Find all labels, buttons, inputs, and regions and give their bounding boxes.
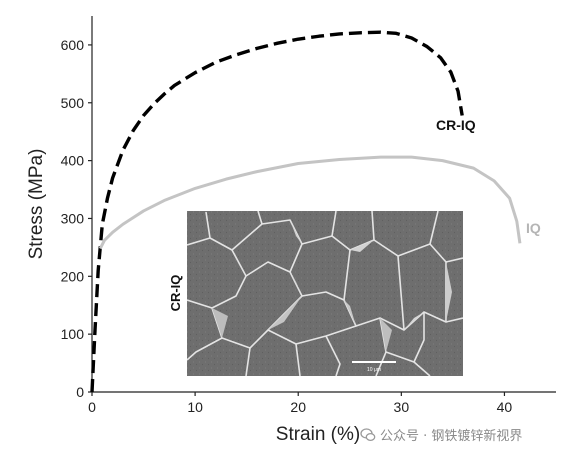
series-line-cr-iq bbox=[90, 30, 464, 393]
wechat-icon bbox=[360, 428, 376, 442]
x-tick-label: 40 bbox=[497, 399, 513, 415]
y-tick-label: 600 bbox=[61, 37, 85, 53]
x-ticks: 0 10 20 30 40 bbox=[88, 392, 512, 415]
martensite-islands bbox=[212, 220, 452, 352]
y-tick-label: 0 bbox=[76, 384, 84, 400]
series-layer bbox=[90, 30, 522, 393]
watermark: 公众号 · 钢铁镀锌新视界 bbox=[360, 425, 522, 444]
x-tick-label: 30 bbox=[394, 399, 410, 415]
x-axis-title: Strain (%) bbox=[276, 424, 360, 445]
micrograph-inset: 10 μm CR-IQ bbox=[168, 211, 463, 376]
series-line-iq bbox=[98, 155, 522, 250]
y-tick-label: 500 bbox=[61, 95, 85, 111]
scale-bar-label: 10 μm bbox=[367, 367, 381, 373]
series-label-iq: IQ bbox=[526, 220, 541, 236]
x-tick-label: 20 bbox=[290, 399, 306, 415]
y-axis-title: Stress (MPa) bbox=[26, 149, 47, 260]
watermark-text: 公众号 · 钢铁镀锌新视界 bbox=[380, 429, 523, 444]
y-tick-label: 400 bbox=[61, 153, 85, 169]
series-label-cr-iq: CR-IQ bbox=[436, 117, 476, 133]
axes bbox=[91, 16, 556, 393]
y-tick-label: 200 bbox=[61, 268, 85, 284]
y-tick-label: 300 bbox=[61, 210, 85, 226]
x-tick-label: 0 bbox=[88, 399, 96, 415]
y-tick-label: 100 bbox=[61, 326, 85, 342]
x-tick-label: 10 bbox=[187, 399, 203, 415]
y-ticks: 0 100 200 300 400 500 600 bbox=[61, 37, 92, 400]
inset-label: CR-IQ bbox=[168, 275, 183, 312]
micrograph-image bbox=[187, 211, 463, 376]
